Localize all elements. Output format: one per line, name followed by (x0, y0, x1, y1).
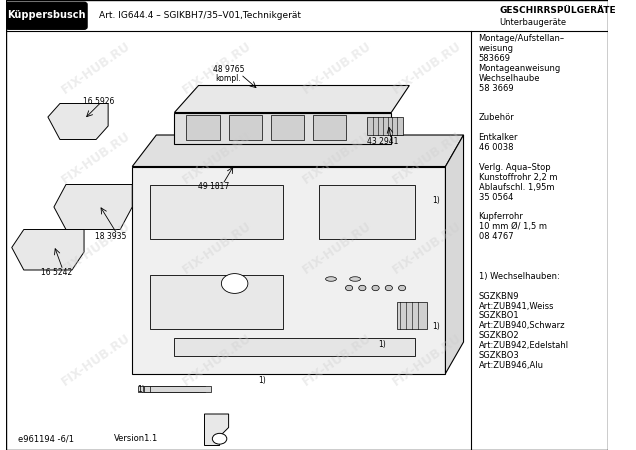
Text: FIX-HUB.RU: FIX-HUB.RU (179, 129, 254, 186)
Bar (150, 184, 283, 239)
Text: SGZKBN9: SGZKBN9 (478, 292, 519, 301)
Text: 16 5926: 16 5926 (83, 97, 114, 106)
Text: weisung: weisung (478, 44, 514, 53)
Text: 48 9765: 48 9765 (213, 65, 244, 74)
Text: 43 2941: 43 2941 (366, 137, 398, 146)
Polygon shape (132, 135, 464, 166)
Text: Ablaufschl. 1,95m: Ablaufschl. 1,95m (478, 183, 554, 192)
Polygon shape (445, 135, 464, 374)
Text: FIX-HUB.RU: FIX-HUB.RU (391, 219, 464, 276)
Text: Wechselhaube: Wechselhaube (478, 74, 540, 83)
Ellipse shape (326, 277, 336, 281)
Polygon shape (48, 104, 108, 140)
Bar (144, 386, 205, 391)
Text: Kupferrohr: Kupferrohr (478, 212, 523, 221)
Polygon shape (132, 166, 445, 374)
Circle shape (385, 285, 392, 291)
Text: Kunstoffrohr 2,2 m: Kunstoffrohr 2,2 m (478, 173, 557, 182)
Text: FIX-HUB.RU: FIX-HUB.RU (391, 39, 464, 96)
Text: FIX-HUB.RU: FIX-HUB.RU (300, 219, 374, 276)
Text: 1): 1) (432, 196, 440, 205)
Circle shape (345, 285, 353, 291)
Text: Montageanweisung: Montageanweisung (478, 64, 561, 73)
Text: SGZKBO2: SGZKBO2 (478, 331, 519, 340)
Bar (271, 115, 304, 140)
Text: FIX-HUB.RU: FIX-HUB.RU (59, 129, 133, 186)
Text: FIX-HUB.RU: FIX-HUB.RU (391, 129, 464, 186)
Text: 58 3669: 58 3669 (478, 84, 513, 93)
Bar (228, 115, 262, 140)
Text: kompl.: kompl. (216, 74, 242, 83)
Text: Art. IG644.4 – SGIKBH7/35–V01,Technikgerät: Art. IG644.4 – SGIKBH7/35–V01,Technikger… (99, 11, 301, 20)
Text: SGZKBO1: SGZKBO1 (478, 311, 519, 320)
Text: 35 0564: 35 0564 (478, 193, 513, 202)
Text: 1) Wechselhauben:: 1) Wechselhauben: (478, 272, 559, 281)
Text: Art:ZUB940,Schwarz: Art:ZUB940,Schwarz (478, 321, 565, 330)
Circle shape (359, 285, 366, 291)
Text: Verlg. Aqua–Stop: Verlg. Aqua–Stop (478, 163, 550, 172)
Text: FIX-HUB.RU: FIX-HUB.RU (300, 129, 374, 186)
Bar (138, 386, 198, 391)
Text: Küppersbusch: Küppersbusch (8, 10, 86, 20)
FancyBboxPatch shape (6, 2, 87, 29)
Text: 1): 1) (137, 385, 145, 394)
Text: Montage/Aufstellan–: Montage/Aufstellan– (478, 34, 565, 43)
Text: FIX-HUB.RU: FIX-HUB.RU (59, 219, 133, 276)
Text: FIX-HUB.RU: FIX-HUB.RU (179, 332, 254, 388)
Circle shape (372, 285, 379, 291)
Text: 49 1817: 49 1817 (198, 182, 229, 191)
Text: Art:ZUB946,Alu: Art:ZUB946,Alu (478, 361, 544, 370)
Text: 1): 1) (432, 322, 440, 331)
Polygon shape (174, 112, 391, 144)
Text: 08 4767: 08 4767 (478, 232, 513, 241)
Circle shape (212, 433, 227, 444)
Text: 1): 1) (258, 376, 266, 385)
Text: FIX-HUB.RU: FIX-HUB.RU (300, 39, 374, 96)
Text: Zubehör: Zubehör (478, 113, 515, 122)
Text: 16 5242: 16 5242 (41, 268, 73, 277)
Text: 10 mm Ø/ 1,5 m: 10 mm Ø/ 1,5 m (478, 222, 546, 231)
Bar (319, 184, 415, 239)
Text: Art:ZUB941,Weiss: Art:ZUB941,Weiss (478, 302, 554, 310)
Text: Version1.1: Version1.1 (114, 434, 158, 443)
Text: FIX-HUB.RU: FIX-HUB.RU (300, 332, 374, 388)
Text: FIX-HUB.RU: FIX-HUB.RU (179, 219, 254, 276)
Text: FIX-HUB.RU: FIX-HUB.RU (59, 332, 133, 388)
Text: FIX-HUB.RU: FIX-HUB.RU (391, 332, 464, 388)
Bar (367, 117, 403, 135)
Bar (150, 386, 211, 391)
Text: FIX-HUB.RU: FIX-HUB.RU (59, 39, 133, 96)
Bar (398, 302, 427, 328)
Circle shape (221, 274, 248, 293)
Polygon shape (174, 86, 410, 112)
Circle shape (399, 285, 406, 291)
Text: Entkalker: Entkalker (478, 133, 518, 142)
Text: 583669: 583669 (478, 54, 511, 63)
Text: Art:ZUB942,Edelstahl: Art:ZUB942,Edelstahl (478, 341, 569, 350)
Text: Unterbaugeräte: Unterbaugeräte (500, 18, 567, 27)
Text: FIX-HUB.RU: FIX-HUB.RU (179, 39, 254, 96)
Text: e961194 -6/1: e961194 -6/1 (18, 434, 74, 443)
Polygon shape (11, 230, 84, 270)
Bar (174, 338, 415, 356)
Text: 1): 1) (378, 340, 386, 349)
Text: SGZKBO3: SGZKBO3 (478, 351, 520, 360)
Bar (186, 115, 219, 140)
Text: 18 3935: 18 3935 (95, 232, 127, 241)
Text: GESCHIRRSPÜLGERÄTE: GESCHIRRSPÜLGERÄTE (500, 6, 616, 15)
Bar (313, 115, 346, 140)
Text: 46 0038: 46 0038 (478, 143, 513, 152)
Ellipse shape (350, 277, 361, 281)
Polygon shape (205, 414, 228, 446)
Polygon shape (54, 184, 132, 230)
Bar (150, 274, 283, 328)
